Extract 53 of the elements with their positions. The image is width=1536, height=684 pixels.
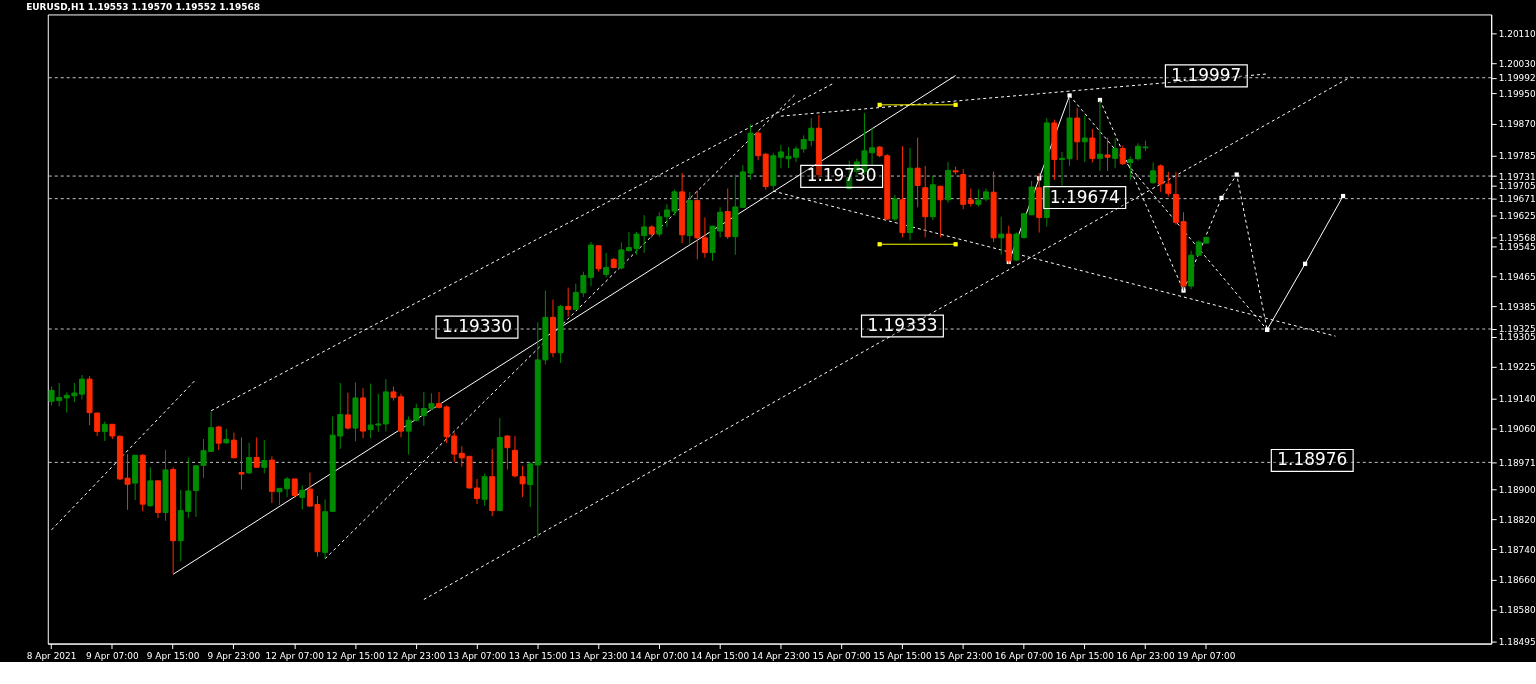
- x-tick-label: 15 Apr 23:00: [934, 651, 993, 662]
- y-tick-label: 1.19625: [1498, 211, 1536, 222]
- annotation: 1.19730: [806, 165, 877, 186]
- y-tick-label: 1.19671: [1498, 194, 1536, 205]
- x-tick-label: 19 Apr 07:00: [1177, 651, 1236, 662]
- x-tick-label: 14 Apr 07:00: [630, 651, 689, 662]
- x-tick-label: 8 Apr 2021: [26, 651, 77, 662]
- x-tick-label: 13 Apr 15:00: [508, 651, 568, 662]
- annotation: 1.19330: [442, 316, 512, 337]
- annotation: 1.18976: [1277, 449, 1348, 470]
- x-tick-label: 9 Apr 07:00: [86, 651, 139, 662]
- y-tick-label: 1.18580: [1498, 605, 1536, 616]
- y-tick-label: 1.19060: [1498, 424, 1536, 435]
- y-tick-label: 1.19992: [1498, 73, 1536, 84]
- y-tick-label: 1.19785: [1498, 151, 1536, 162]
- y-tick-label: 1.18900: [1498, 484, 1536, 495]
- y-tick-label: 1.19140: [1498, 394, 1536, 405]
- y-tick-label: 1.19731: [1498, 171, 1536, 182]
- y-tick-label: 1.19305: [1498, 332, 1536, 343]
- annotation: 1.19674: [1049, 186, 1120, 207]
- y-tick-label: 1.19705: [1498, 181, 1536, 192]
- x-tick-label: 15 Apr 15:00: [873, 651, 932, 662]
- y-tick-label: 1.18971: [1498, 457, 1536, 468]
- y-tick-label: 1.19225: [1498, 362, 1536, 373]
- y-tick-label: 1.19465: [1498, 271, 1536, 282]
- y-tick-label: 1.18740: [1498, 544, 1536, 555]
- x-tick-label: 16 Apr 07:00: [994, 651, 1054, 662]
- x-tick-label: 9 Apr 23:00: [207, 651, 261, 662]
- y-tick-label: 1.20030: [1498, 58, 1536, 69]
- y-tick-label: 1.18660: [1498, 575, 1536, 586]
- x-tick-label: 14 Apr 23:00: [751, 651, 811, 662]
- y-tick-label: 1.19568: [1498, 232, 1536, 243]
- annotation: 1.19997: [1171, 64, 1242, 85]
- x-tick-label: 16 Apr 23:00: [1116, 651, 1175, 662]
- x-tick-label: 15 Apr 07:00: [812, 651, 872, 662]
- x-tick-label: 12 Apr 23:00: [387, 651, 446, 662]
- annotation: 1.19333: [867, 314, 938, 335]
- y-tick-label: 1.19385: [1498, 301, 1536, 312]
- y-tick-label: 1.19870: [1498, 119, 1536, 130]
- y-tick-label: 1.20110: [1498, 28, 1536, 39]
- x-tick-label: 12 Apr 07:00: [265, 651, 325, 662]
- x-tick-label: 12 Apr 15:00: [326, 651, 385, 662]
- x-tick-label: 9 Apr 15:00: [146, 651, 200, 662]
- x-tick-label: 13 Apr 23:00: [569, 651, 629, 662]
- x-tick-label: 16 Apr 15:00: [1055, 651, 1115, 662]
- y-tick-label: 1.18820: [1498, 514, 1536, 525]
- chart-title: EURUSD,H1 1.19553 1.19570 1.19552 1.19568: [26, 2, 260, 13]
- x-tick-label: 13 Apr 07:00: [447, 651, 507, 662]
- x-tick-label: 14 Apr 15:00: [690, 651, 750, 662]
- y-tick-label: 1.18495: [1498, 637, 1536, 648]
- y-tick-label: 1.19950: [1498, 89, 1536, 100]
- y-tick-label: 1.19325: [1498, 324, 1536, 335]
- y-tick-label: 1.19545: [1498, 241, 1536, 252]
